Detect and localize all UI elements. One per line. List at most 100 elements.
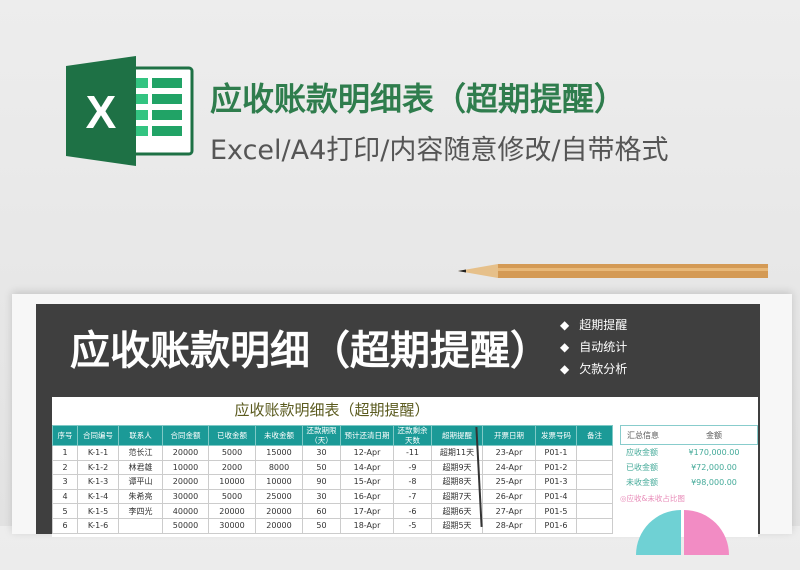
table-cell[interactable]: -7 xyxy=(393,488,432,505)
table-cell[interactable]: 25-Apr xyxy=(482,474,536,490)
table-cell[interactable]: -6 xyxy=(393,503,432,519)
table-cell[interactable]: 26-Apr xyxy=(482,488,536,505)
table-cell[interactable]: 10000 xyxy=(208,474,256,490)
page-subtitle: Excel/A4打印/内容随意修改/自带格式 xyxy=(210,135,669,166)
table-cell[interactable]: K-1-4 xyxy=(77,488,119,505)
column-header[interactable]: 未收金额 xyxy=(255,425,303,446)
table-cell[interactable]: 27-Apr xyxy=(482,503,536,519)
feature-item: ◆ 自动统计 xyxy=(560,338,627,360)
table-cell[interactable]: 16-Apr xyxy=(340,488,394,505)
table-cell[interactable]: 5000 xyxy=(208,445,256,461)
feature-item: ◆ 欠款分析 xyxy=(560,360,627,382)
table-cell[interactable]: 20000 xyxy=(162,474,209,490)
table-cell[interactable]: 2 xyxy=(52,459,78,476)
table-row: 3 K-1-3 谭平山 20000 10000 10000 90 15-Apr -8 超期8天 25… xyxy=(52,474,613,490)
table-cell[interactable]: 10000 xyxy=(255,474,303,490)
column-header[interactable]: 还款期限（天） xyxy=(302,425,341,446)
table-cell[interactable]: 30000 xyxy=(162,488,209,505)
summary-label: 已收金额 xyxy=(626,463,658,472)
table-cell[interactable]: 4 xyxy=(52,488,78,505)
table-cell[interactable]: 30 xyxy=(302,488,341,505)
table-cell[interactable]: 范长江 xyxy=(118,445,163,461)
table-cell[interactable]: 超期6天 xyxy=(431,503,483,519)
table-cell[interactable]: 50 xyxy=(302,459,341,476)
table-cell[interactable]: 25000 xyxy=(255,488,303,505)
column-header[interactable]: 联系人 xyxy=(118,425,163,446)
table-cell[interactable]: P01-2 xyxy=(535,459,577,476)
column-header[interactable]: 合同编号 xyxy=(77,425,119,446)
column-header[interactable]: 超期提醒 xyxy=(431,425,483,446)
table-cell[interactable]: 24-Apr xyxy=(482,459,536,476)
table-cell[interactable]: P01-4 xyxy=(535,488,577,505)
table-cell[interactable]: 谭平山 xyxy=(118,474,163,490)
table-cell[interactable]: K-1-5 xyxy=(77,503,119,519)
table-cell[interactable]: 20000 xyxy=(162,445,209,461)
table-cell[interactable]: 超期11天 xyxy=(431,445,483,461)
table-cell[interactable] xyxy=(576,474,613,490)
table-cell[interactable]: 14-Apr xyxy=(340,459,394,476)
table-cell[interactable]: 林君雄 xyxy=(118,459,163,476)
column-header[interactable]: 还款剩余天数 xyxy=(393,425,432,446)
summary-header[interactable]: 汇总信息 xyxy=(627,430,659,440)
table-cell[interactable]: 1 xyxy=(52,445,78,461)
table-cell[interactable]: 90 xyxy=(302,474,341,490)
table-cell[interactable]: 23-Apr xyxy=(482,445,536,461)
summary-row: 未收金额 ¥98,000.00 xyxy=(620,475,758,490)
table-cell[interactable]: 超期8天 xyxy=(431,474,483,490)
table-cell[interactable]: 30 xyxy=(302,445,341,461)
table-cell[interactable]: 12-Apr xyxy=(340,445,394,461)
summary-value: ¥72,000.00 xyxy=(691,463,737,472)
table-cell[interactable]: -9 xyxy=(393,459,432,476)
table-cell[interactable]: 15000 xyxy=(255,445,303,461)
table-cell[interactable]: P01-5 xyxy=(535,503,577,519)
table-cell[interactable]: 20000 xyxy=(208,503,256,519)
table-cell[interactable] xyxy=(576,503,613,519)
table-cell[interactable]: 10000 xyxy=(162,459,209,476)
table-cell[interactable]: 5000 xyxy=(208,488,256,505)
table-cell[interactable]: -8 xyxy=(393,474,432,490)
table-cell[interactable]: 超期9天 xyxy=(431,459,483,476)
table-cell[interactable]: 2000 xyxy=(208,459,256,476)
column-header[interactable]: 发票号码 xyxy=(535,425,577,446)
table-cell[interactable]: 李四光 xyxy=(118,503,163,519)
column-header[interactable]: 开票日期 xyxy=(482,425,536,446)
table-cell[interactable]: 超期7天 xyxy=(431,488,483,505)
summary-header[interactable]: 金额 xyxy=(706,430,722,440)
column-header[interactable]: 已收金额 xyxy=(208,425,256,446)
table-cell[interactable]: 40000 xyxy=(162,503,209,519)
pie-slice-unreceived xyxy=(636,510,681,555)
pie-chart xyxy=(636,510,729,555)
column-header[interactable]: 合同金额 xyxy=(162,425,209,446)
table-cell[interactable] xyxy=(576,445,613,461)
column-header[interactable]: 备注 xyxy=(576,425,613,446)
table-cell[interactable]: K-1-3 xyxy=(77,474,119,490)
table-cell[interactable]: 60 xyxy=(302,503,341,519)
table-cell[interactable]: P01-3 xyxy=(535,474,577,490)
table-cell[interactable]: P01-1 xyxy=(535,445,577,461)
bullet-icon: ◆ xyxy=(560,318,570,332)
table-row: 5 K-1-5 李四光 40000 20000 20000 60 17-Apr -6 超期6天 27… xyxy=(52,503,613,519)
table-row: 1 K-1-1 范长江 20000 5000 15000 30 12-Apr -11 超期11天 2… xyxy=(52,445,613,461)
chart-title: ◎应收&未收占比图 xyxy=(620,494,685,503)
summary-value: ¥170,000.00 xyxy=(688,448,740,457)
svg-text:X: X xyxy=(86,86,117,138)
table-cell[interactable]: 17-Apr xyxy=(340,503,394,519)
table-cell[interactable]: K-1-1 xyxy=(77,445,119,461)
table-cell[interactable] xyxy=(576,459,613,476)
column-header[interactable]: 序号 xyxy=(52,425,78,446)
feature-list: ◆ 超期提醒 ◆ 自动统计 ◆ 欠款分析 xyxy=(560,316,627,382)
table-cell[interactable]: 3 xyxy=(52,474,78,490)
table-cell[interactable]: 8000 xyxy=(255,459,303,476)
sheet-title: 应收账款明细表（超期提醒） xyxy=(234,401,430,419)
pie-slice-received xyxy=(684,510,729,555)
table-cell[interactable]: -11 xyxy=(393,445,432,461)
column-header[interactable]: 预计还清日期 xyxy=(340,425,394,446)
table-cell[interactable]: 20000 xyxy=(255,503,303,519)
table-cell[interactable]: 15-Apr xyxy=(340,474,394,490)
summary-label: 应收金额 xyxy=(626,448,658,457)
table-cell[interactable]: 朱希亮 xyxy=(118,488,163,505)
excel-logo-icon: X xyxy=(66,56,194,166)
table-cell[interactable]: K-1-2 xyxy=(77,459,119,476)
table-cell[interactable]: 5 xyxy=(52,503,78,519)
table-cell[interactable] xyxy=(576,488,613,505)
